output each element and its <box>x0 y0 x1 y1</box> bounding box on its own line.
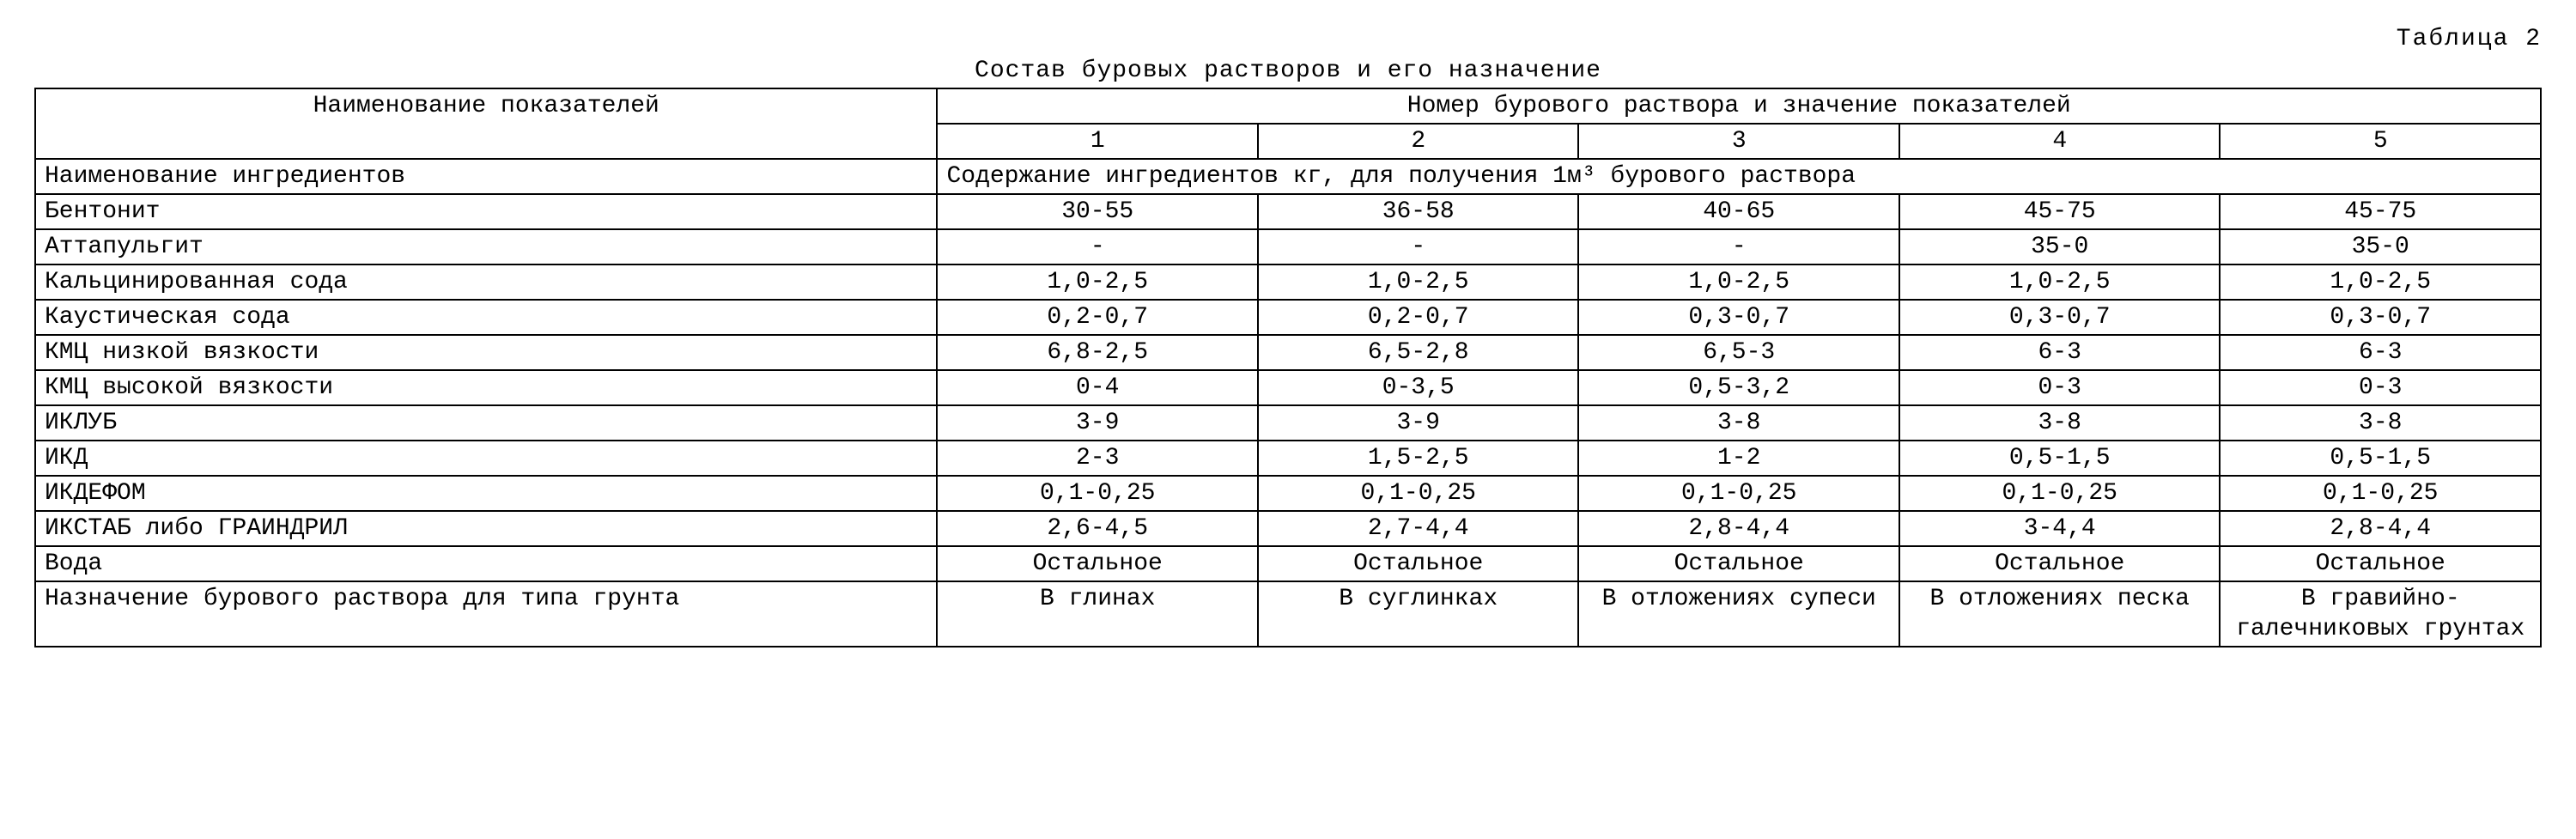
header-col-4: 4 <box>1899 124 2221 159</box>
table-row: Аттапульгит - - - 35-0 35-0 <box>35 229 2541 264</box>
ingredient-name: Бентонит <box>35 194 937 229</box>
cell: 6-3 <box>1899 335 2221 370</box>
content-label: Содержание ингредиентов кг, для получени… <box>937 159 2541 194</box>
header-name: Наименование показателей <box>35 88 937 159</box>
table-label: Таблица 2 <box>34 26 2542 52</box>
cell: 0,1-0,25 <box>1578 476 1899 511</box>
ingredient-name: Каустическая сода <box>35 300 937 335</box>
cell: 0,1-0,25 <box>1258 476 1579 511</box>
cell: 3-8 <box>1578 405 1899 441</box>
cell: 1,0-2,5 <box>1578 264 1899 300</box>
cell: 1-2 <box>1578 441 1899 476</box>
cell: 45-75 <box>1899 194 2221 229</box>
cell: 0-3 <box>2220 370 2541 405</box>
purpose-label: Назначение бурового раствора для типа гр… <box>35 581 937 647</box>
table-row: Кальцинированная сода 1,0-2,5 1,0-2,5 1,… <box>35 264 2541 300</box>
ingredient-name: Вода <box>35 546 937 581</box>
cell: 0,1-0,25 <box>937 476 1258 511</box>
ingredient-name: ИКСТАБ либо ГРАИНДРИЛ <box>35 511 937 546</box>
ingredient-name: Аттапульгит <box>35 229 937 264</box>
cell: 1,0-2,5 <box>937 264 1258 300</box>
cell: 0-3,5 <box>1258 370 1579 405</box>
cell: - <box>937 229 1258 264</box>
cell: 1,0-2,5 <box>2220 264 2541 300</box>
header-col-5: 5 <box>2220 124 2541 159</box>
header-col-1: 1 <box>937 124 1258 159</box>
ingredient-name: КМЦ низкой вязкости <box>35 335 937 370</box>
header-row-1: Наименование показателей Номер бурового … <box>35 88 2541 124</box>
cell: 3-9 <box>937 405 1258 441</box>
cell: 6,8-2,5 <box>937 335 1258 370</box>
cell: 0,1-0,25 <box>1899 476 2221 511</box>
cell: 6,5-3 <box>1578 335 1899 370</box>
cell: Остальное <box>2220 546 2541 581</box>
table-row: Каустическая сода 0,2-0,7 0,2-0,7 0,3-0,… <box>35 300 2541 335</box>
table-row: КМЦ высокой вязкости 0-4 0-3,5 0,5-3,2 0… <box>35 370 2541 405</box>
table-row: ИКДЕФОМ 0,1-0,25 0,1-0,25 0,1-0,25 0,1-0… <box>35 476 2541 511</box>
cell: 2,6-4,5 <box>937 511 1258 546</box>
cell: 3-4,4 <box>1899 511 2221 546</box>
cell: 0,3-0,7 <box>1899 300 2221 335</box>
cell: Остальное <box>1578 546 1899 581</box>
cell: 2-3 <box>937 441 1258 476</box>
subheader-row: Наименование ингредиентов Содержание инг… <box>35 159 2541 194</box>
header-group: Номер бурового раствора и значение показ… <box>937 88 2541 124</box>
cell: - <box>1258 229 1579 264</box>
cell: 3-8 <box>2220 405 2541 441</box>
cell: 0,3-0,7 <box>1578 300 1899 335</box>
purpose-cell: В отложениях песка <box>1899 581 2221 647</box>
table-row: Бентонит 30-55 36-58 40-65 45-75 45-75 <box>35 194 2541 229</box>
ingredient-name: ИКДЕФОМ <box>35 476 937 511</box>
cell: 0-4 <box>937 370 1258 405</box>
table-row: ИКЛУБ 3-9 3-9 3-8 3-8 3-8 <box>35 405 2541 441</box>
cell: 0,2-0,7 <box>937 300 1258 335</box>
cell: Остальное <box>937 546 1258 581</box>
ingredients-label: Наименование ингредиентов <box>35 159 937 194</box>
cell: 1,0-2,5 <box>1258 264 1579 300</box>
cell: 1,0-2,5 <box>1899 264 2221 300</box>
cell: 3-9 <box>1258 405 1579 441</box>
header-col-3: 3 <box>1578 124 1899 159</box>
table-row: ИКД 2-3 1,5-2,5 1-2 0,5-1,5 0,5-1,5 <box>35 441 2541 476</box>
cell: 30-55 <box>937 194 1258 229</box>
cell: 0-3 <box>1899 370 2221 405</box>
cell: 6,5-2,8 <box>1258 335 1579 370</box>
cell: 6-3 <box>2220 335 2541 370</box>
cell: Остальное <box>1258 546 1579 581</box>
cell: 35-0 <box>1899 229 2221 264</box>
cell: 0,2-0,7 <box>1258 300 1579 335</box>
cell: 45-75 <box>2220 194 2541 229</box>
ingredient-name: КМЦ высокой вязкости <box>35 370 937 405</box>
cell: 0,1-0,25 <box>2220 476 2541 511</box>
ingredient-name: ИКЛУБ <box>35 405 937 441</box>
table-caption: Состав буровых растворов и его назначени… <box>34 58 2542 84</box>
table-row: ИКСТАБ либо ГРАИНДРИЛ 2,6-4,5 2,7-4,4 2,… <box>35 511 2541 546</box>
cell: - <box>1578 229 1899 264</box>
cell: 2,7-4,4 <box>1258 511 1579 546</box>
cell: 35-0 <box>2220 229 2541 264</box>
ingredient-name: Кальцинированная сода <box>35 264 937 300</box>
cell: 0,5-1,5 <box>2220 441 2541 476</box>
cell: 36-58 <box>1258 194 1579 229</box>
cell: 0,5-3,2 <box>1578 370 1899 405</box>
composition-table: Наименование показателей Номер бурового … <box>34 88 2542 647</box>
purpose-cell: В глинах <box>937 581 1258 647</box>
cell: 40-65 <box>1578 194 1899 229</box>
ingredient-name: ИКД <box>35 441 937 476</box>
cell: 0,5-1,5 <box>1899 441 2221 476</box>
purpose-cell: В отложениях супеси <box>1578 581 1899 647</box>
cell: 3-8 <box>1899 405 2221 441</box>
cell: 2,8-4,4 <box>2220 511 2541 546</box>
header-col-2: 2 <box>1258 124 1579 159</box>
cell: 1,5-2,5 <box>1258 441 1579 476</box>
table-row: КМЦ низкой вязкости 6,8-2,5 6,5-2,8 6,5-… <box>35 335 2541 370</box>
table-row: Вода Остальное Остальное Остальное Остал… <box>35 546 2541 581</box>
purpose-row: Назначение бурового раствора для типа гр… <box>35 581 2541 647</box>
purpose-cell: В суглинках <box>1258 581 1579 647</box>
purpose-cell: В гравийно-галечниковых грунтах <box>2220 581 2541 647</box>
cell: 2,8-4,4 <box>1578 511 1899 546</box>
cell: Остальное <box>1899 546 2221 581</box>
cell: 0,3-0,7 <box>2220 300 2541 335</box>
